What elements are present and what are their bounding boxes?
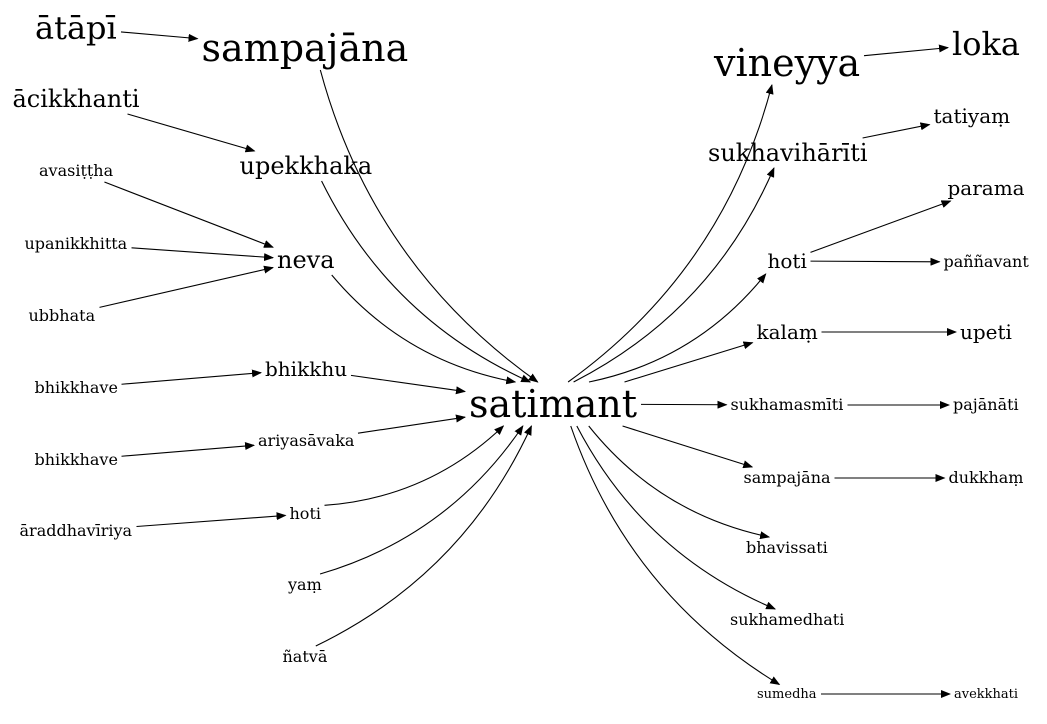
edge-vineyya-to-loka xyxy=(863,44,949,57)
node-avasittha: avasiṭṭha xyxy=(39,161,114,180)
edge-satimant-to-kalam xyxy=(624,341,754,383)
edge-ariyasavaka-to-satimant xyxy=(357,414,466,434)
node-pajanati: pajānāti xyxy=(953,395,1019,414)
edge-neva-to-satimant xyxy=(331,274,517,385)
node-satimant: satimant xyxy=(469,382,638,426)
node-bhikkhave-2: bhikkhave xyxy=(34,450,118,469)
node-sukhamasmiti: sukhamasmīti xyxy=(730,395,844,414)
edge-satimant-to-vineyya xyxy=(567,84,774,383)
edge-natva-to-satimant xyxy=(315,425,532,647)
node-bhikkhu: bhikkhu xyxy=(265,357,348,381)
edge-hoti-left-to-satimant xyxy=(324,425,505,506)
edge-satimant-to-bhavissati xyxy=(588,425,771,540)
node-sukhaviharīti: sukhavihārīti xyxy=(708,139,868,167)
node-tatiyam: tatiyaṃ xyxy=(933,104,1011,128)
node-araddhaviriya: āraddhavīriya xyxy=(19,521,133,540)
edge-satimant-to-sukhamedhati xyxy=(576,425,777,610)
edge-satimant-to-hoti-right xyxy=(588,273,767,383)
edge-sukhaviharīti-to-tatiyam xyxy=(862,122,931,139)
node-vineyya: vineyya xyxy=(714,41,861,85)
edge-acikkhanti-to-upekkhaka xyxy=(127,113,256,153)
node-neva: neva xyxy=(277,246,335,274)
node-hoti-right: hoti xyxy=(767,249,807,273)
edge-hoti-right-to-parama xyxy=(810,200,952,253)
node-yam: yaṃ xyxy=(288,575,322,594)
node-parama: parama xyxy=(947,176,1025,200)
edge-avasittha-to-neva xyxy=(104,181,274,248)
edge-satimant-to-sukhaviharīti xyxy=(573,167,775,383)
node-kalam: kalaṃ xyxy=(756,320,818,344)
edge-upanikkhitta-to-neva xyxy=(131,247,274,262)
node-loka: loka xyxy=(952,25,1020,63)
edge-bhikkhave-2-to-ariyasavaka xyxy=(121,442,255,457)
node-hoti-left: hoti xyxy=(289,504,321,523)
node-sukhamedhati: sukhamedhati xyxy=(730,610,845,629)
edge-ubbhata-to-neva xyxy=(99,265,274,308)
node-upanikkhitta: upanikkhitta xyxy=(24,234,128,253)
node-bhikkhave-1: bhikkhave xyxy=(34,378,118,397)
node-upekkhaka: upekkhaka xyxy=(239,152,373,180)
node-upeti: upeti xyxy=(960,320,1012,344)
edge-yam-to-satimant xyxy=(319,425,524,575)
edge-bhikkhave-1-to-bhikkhu xyxy=(121,369,262,385)
edge-satimant-to-sumedha xyxy=(570,425,781,686)
node-atapi: ātāpī xyxy=(35,9,117,47)
node-ariyasavaka: ariyasāvaka xyxy=(258,431,355,450)
node-natva: ñatvā xyxy=(282,647,328,666)
node-avekkhati: avekkhati xyxy=(954,686,1019,702)
node-ubbhata: ubbhata xyxy=(28,306,96,325)
node-pannavant: paññavant xyxy=(943,252,1029,271)
edge-satimant-to-sampajana-right xyxy=(622,425,754,469)
node-dukkham: dukkhaṃ xyxy=(948,468,1024,487)
edge-bhikkhu-to-satimant xyxy=(350,374,466,395)
edge-hoti-right-to-pannavant xyxy=(810,257,941,266)
node-bhavissati: bhavissati xyxy=(746,538,828,557)
edge-araddhaviriya-to-hoti-left xyxy=(136,512,287,528)
edge-atapi-to-sampajana-top xyxy=(120,31,199,42)
node-sampajana-top: sampajāna xyxy=(201,26,409,70)
node-acikkhanti: ācikkhanti xyxy=(12,85,140,113)
edge-sampajana-top-to-satimant xyxy=(319,69,539,383)
node-sampajana-right: sampajāna xyxy=(743,468,831,487)
edge-upekkhaka-to-satimant xyxy=(321,180,532,383)
node-sumedha: sumedha xyxy=(757,686,817,702)
